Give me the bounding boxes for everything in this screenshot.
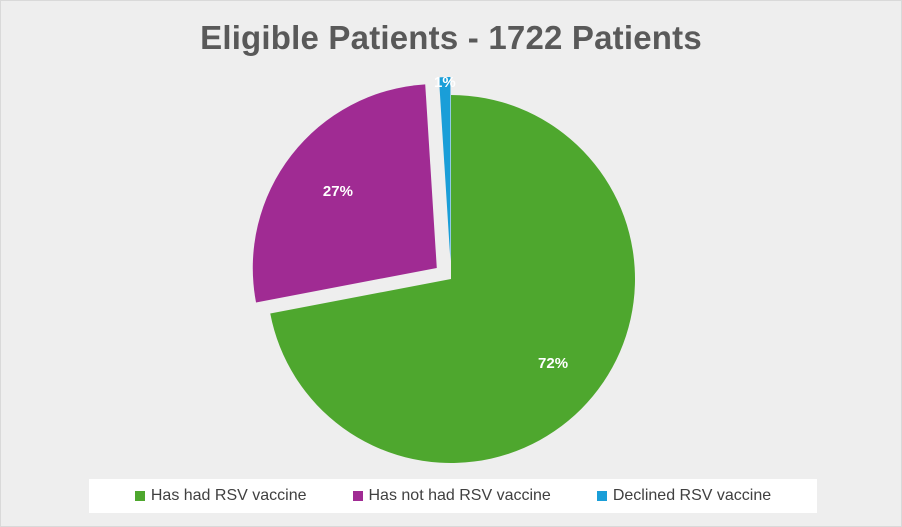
data-label-1: 27% [323, 183, 353, 200]
legend-item-declined: Declined RSV vaccine [596, 487, 772, 505]
chart-legend: Has had RSV vaccine Has not had RSV vacc… [89, 479, 817, 513]
legend-label: Has had RSV vaccine [150, 487, 307, 504]
legend-swatch [134, 491, 145, 501]
legend-label: Declined RSV vaccine [612, 487, 772, 504]
legend-swatch [596, 491, 607, 501]
legend-item-has-not-had: Has not had RSV vaccine [352, 487, 551, 505]
pie-slice-0 [270, 95, 635, 463]
data-label-2: 1% [434, 74, 456, 91]
legend-swatch [352, 491, 363, 501]
legend-label: Has not had RSV vaccine [368, 487, 551, 504]
legend-item-has-had: Has had RSV vaccine [134, 487, 307, 505]
pie-slice-2 [438, 77, 451, 262]
chart-title: Eligible Patients - 1722 Patients [200, 19, 702, 56]
pie-slice-1 [252, 84, 437, 303]
data-label-0: 72% [538, 355, 568, 372]
